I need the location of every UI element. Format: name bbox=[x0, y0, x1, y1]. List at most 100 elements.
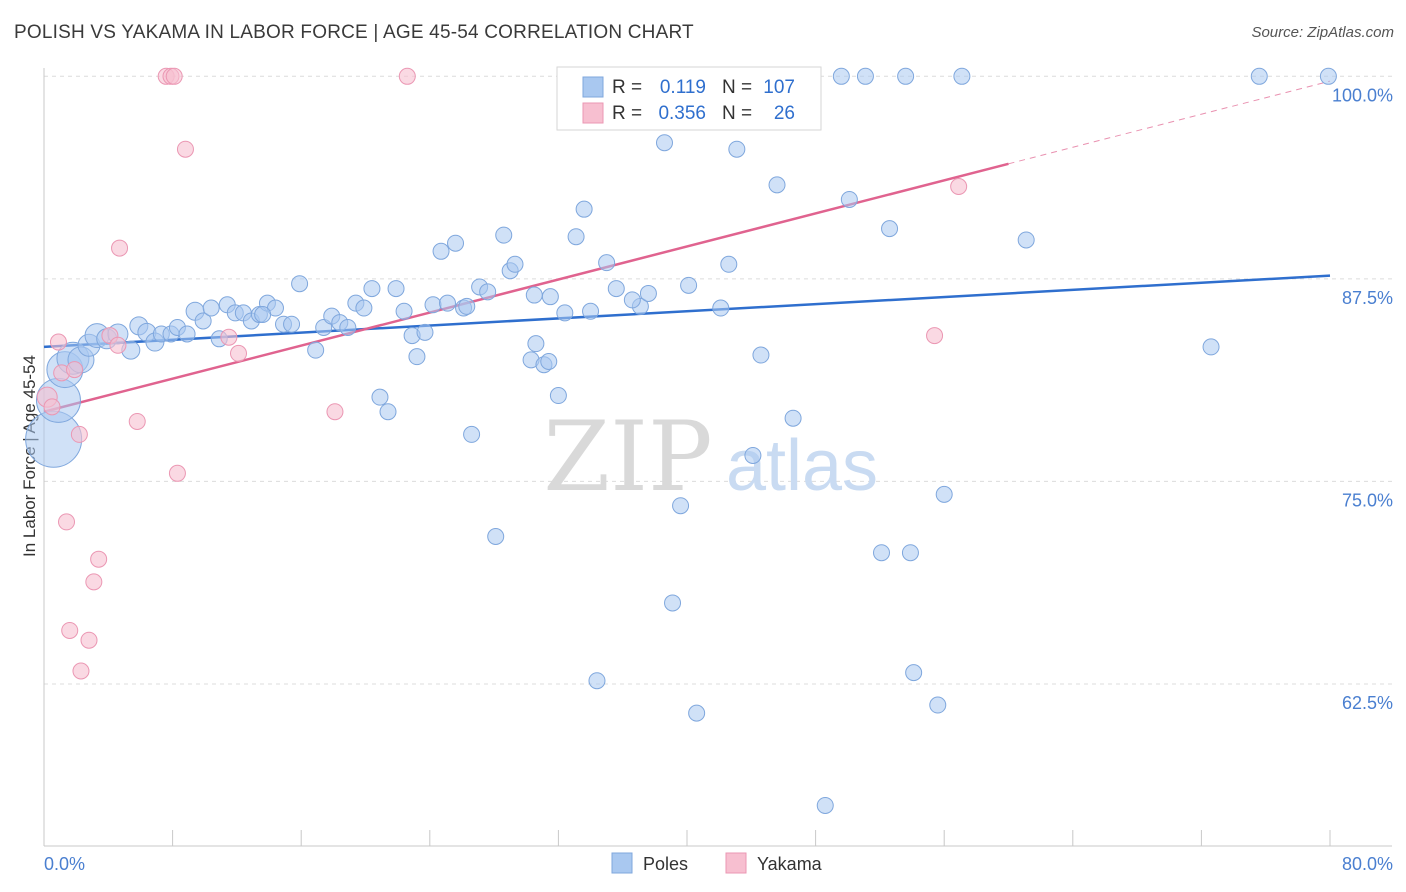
poles-point bbox=[556, 304, 574, 322]
poles-point bbox=[202, 299, 220, 317]
tick-labels: 62.5% 75.0% 87.5% 100.0% 0.0% 80.0% bbox=[44, 85, 1393, 874]
poles-point bbox=[905, 664, 923, 682]
poles-point bbox=[655, 134, 673, 152]
poles-point bbox=[664, 594, 682, 612]
poles-point bbox=[432, 242, 450, 260]
yakama-n-value: 26 bbox=[774, 103, 795, 124]
poles-n-label: N = bbox=[722, 77, 752, 98]
poles-point bbox=[672, 497, 690, 515]
poles-point bbox=[1202, 338, 1220, 356]
poles-point bbox=[935, 485, 953, 503]
y-tick-label: 100.0% bbox=[1332, 85, 1393, 105]
poles-point bbox=[527, 335, 545, 353]
x-tick-label: 80.0% bbox=[1342, 854, 1393, 874]
poles-point bbox=[506, 255, 524, 273]
poles-point bbox=[424, 296, 442, 314]
poles-point bbox=[598, 254, 616, 272]
poles-point bbox=[363, 280, 381, 298]
poles-point bbox=[495, 226, 513, 244]
poles-point bbox=[607, 280, 625, 298]
watermark: ZIP atlas bbox=[543, 401, 878, 513]
poles-point bbox=[680, 276, 698, 294]
yakama-trend-extension bbox=[1008, 80, 1331, 165]
yakama-point bbox=[80, 631, 98, 649]
poles-point bbox=[178, 325, 196, 343]
poles-point bbox=[447, 234, 465, 252]
poles-point bbox=[408, 348, 426, 366]
poles-r-label: R = bbox=[612, 77, 642, 98]
yakama-point bbox=[950, 177, 968, 195]
yakama-point bbox=[165, 67, 183, 85]
yakama-point bbox=[398, 67, 416, 85]
yakama-r-label: R = bbox=[612, 103, 642, 124]
poles-point bbox=[744, 446, 762, 464]
poles-point bbox=[688, 704, 706, 722]
poles-point bbox=[582, 302, 600, 320]
poles-point bbox=[291, 275, 309, 293]
poles-point bbox=[387, 280, 405, 298]
legend-label-poles: Poles bbox=[643, 854, 688, 874]
poles-point bbox=[929, 696, 947, 714]
source-label: Source: ZipAtlas.com bbox=[1251, 24, 1394, 41]
yakama-n-label: N = bbox=[722, 103, 752, 124]
poles-n-value: 107 bbox=[763, 77, 795, 98]
yakama-point bbox=[326, 403, 344, 421]
yakama-r-value: 0.356 bbox=[658, 103, 706, 124]
yakama-point bbox=[111, 239, 129, 257]
data-points bbox=[25, 67, 1337, 814]
chart-title: POLISH VS YAKAMA IN LABOR FORCE | AGE 45… bbox=[14, 22, 694, 43]
poles-point bbox=[283, 315, 301, 333]
yakama-point bbox=[58, 513, 76, 531]
legend-swatch-yakama bbox=[725, 852, 747, 874]
poles-point bbox=[379, 403, 397, 421]
poles-trend-line bbox=[43, 274, 1331, 349]
poles-point bbox=[438, 294, 456, 312]
poles-point bbox=[901, 544, 919, 562]
y-tick-label: 87.5% bbox=[1342, 288, 1393, 308]
poles-point bbox=[856, 67, 874, 85]
poles-point bbox=[832, 67, 850, 85]
y-tick-label: 62.5% bbox=[1342, 693, 1393, 713]
poles-point bbox=[463, 425, 481, 443]
series-legend: Poles Yakama bbox=[611, 852, 823, 874]
yakama-point bbox=[926, 327, 944, 345]
poles-point bbox=[416, 323, 434, 341]
poles-point bbox=[720, 255, 738, 273]
yakama-point bbox=[128, 412, 146, 430]
poles-point bbox=[458, 297, 476, 315]
poles-point bbox=[768, 176, 786, 194]
poles-r-value: 0.119 bbox=[660, 77, 706, 98]
poles-point bbox=[487, 528, 505, 546]
yakama-point bbox=[85, 573, 103, 591]
poles-point bbox=[1250, 67, 1268, 85]
poles-point bbox=[371, 388, 389, 406]
poles-point bbox=[355, 299, 373, 317]
poles-point bbox=[816, 796, 834, 814]
poles-point bbox=[575, 200, 593, 218]
poles-point bbox=[728, 140, 746, 158]
yakama-stats-swatch bbox=[582, 102, 604, 124]
yakama-point bbox=[109, 336, 127, 354]
x-tick-label: 0.0% bbox=[44, 854, 85, 874]
yakama-point bbox=[43, 398, 61, 416]
poles-point bbox=[623, 291, 641, 309]
poles-point bbox=[307, 341, 325, 359]
yakama-point bbox=[230, 344, 248, 362]
poles-point bbox=[541, 288, 559, 306]
yakama-point bbox=[61, 621, 79, 639]
poles-point bbox=[479, 283, 497, 301]
grid-lines bbox=[44, 75, 1392, 685]
trend-lines bbox=[43, 80, 1331, 413]
poles-point bbox=[752, 346, 770, 364]
poles-point bbox=[873, 544, 891, 562]
yakama-trend-line bbox=[43, 162, 1009, 413]
poles-point bbox=[639, 284, 657, 302]
legend-swatch-poles bbox=[611, 852, 633, 874]
watermark-zip: ZIP bbox=[543, 401, 712, 513]
poles-point bbox=[588, 672, 606, 690]
watermark-atlas: atlas bbox=[726, 426, 878, 506]
poles-point bbox=[1017, 231, 1035, 249]
yakama-point bbox=[66, 361, 84, 379]
poles-point bbox=[194, 312, 212, 330]
